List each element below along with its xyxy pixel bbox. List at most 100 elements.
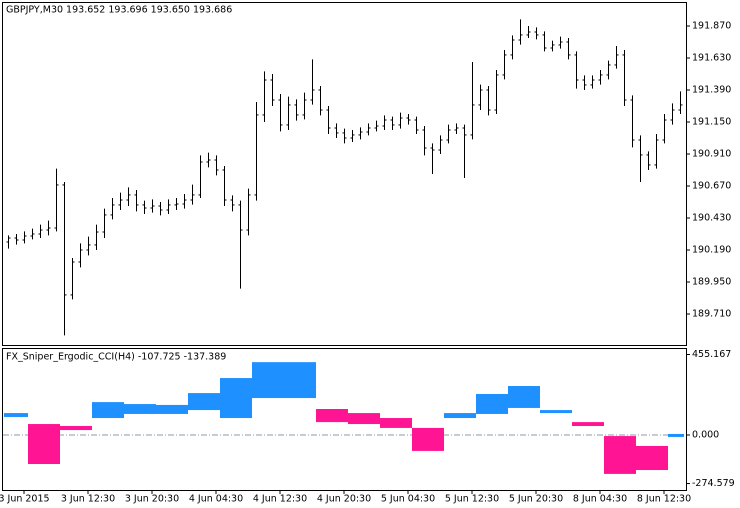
band-segment	[468, 413, 476, 419]
y-tick-label: 189.710	[692, 309, 731, 320]
band-segment	[580, 422, 588, 426]
band-segment	[212, 393, 220, 411]
band-segment	[116, 402, 124, 419]
x-tick-label: 8 Jun 04:30	[573, 494, 627, 505]
band-segment	[20, 413, 28, 417]
band-segment	[556, 410, 564, 414]
band-segment	[436, 427, 444, 451]
band-segment	[76, 425, 84, 431]
band-segment	[236, 378, 244, 419]
band-segment	[564, 410, 572, 414]
band-segment	[228, 378, 236, 419]
band-segment	[420, 427, 428, 451]
x-tick-label: 3 Jun 2015	[0, 494, 50, 505]
x-tick-label: 5 Jun 04:30	[381, 494, 435, 505]
band-segment	[652, 445, 660, 471]
y-tick-label: 191.630	[692, 53, 731, 64]
y-tick-label: 191.390	[692, 85, 731, 96]
band-segment	[588, 422, 596, 426]
band-segment	[60, 425, 68, 431]
x-tick-label: 3 Jun 12:30	[61, 494, 115, 505]
band-segment	[612, 436, 620, 474]
band-segment	[156, 404, 164, 414]
band-segment	[52, 424, 60, 465]
band-segment	[140, 404, 148, 414]
band-segment	[396, 418, 404, 428]
y-tick-label: 190.430	[692, 213, 731, 224]
band-segment	[244, 378, 252, 419]
x-tick-label: 5 Jun 12:30	[445, 494, 499, 505]
band-segment	[12, 413, 20, 417]
band-segment	[268, 362, 276, 399]
band-segment	[492, 393, 500, 414]
band-segment	[308, 362, 316, 399]
band-segment	[644, 445, 652, 471]
band-segment	[444, 413, 452, 419]
band-segment	[164, 404, 172, 414]
band-segment	[172, 404, 180, 414]
band-segment	[676, 433, 684, 437]
band-segment	[516, 386, 524, 408]
y-tick-label: 189.950	[692, 277, 731, 288]
y-tick-label: 190.910	[692, 149, 731, 160]
band-segment	[148, 404, 156, 414]
band-segment	[428, 427, 436, 451]
indicator-title: FX_Sniper_Ergodic_CCI(H4) -107.725 -137.…	[6, 352, 226, 363]
band-segment	[284, 362, 292, 399]
band-segment	[204, 393, 212, 411]
band-segment	[476, 393, 484, 414]
band-segment	[604, 436, 612, 474]
x-tick-label: 4 Jun 04:30	[189, 494, 243, 505]
band-segment	[660, 445, 668, 471]
band-segment	[180, 404, 188, 414]
price-panel	[2, 2, 687, 346]
y-tick-label: 0.000	[692, 430, 719, 441]
band-segment	[540, 410, 548, 414]
x-tick-label: 8 Jun 12:30	[637, 494, 691, 505]
band-segment	[460, 413, 468, 419]
x-tick-label: 4 Jun 20:30	[317, 494, 371, 505]
band-segment	[596, 422, 604, 426]
y-tick-label: 190.670	[692, 181, 731, 192]
band-segment	[196, 393, 204, 411]
band-segment	[404, 418, 412, 428]
y-tick-label: 191.870	[692, 21, 731, 32]
band-segment	[252, 362, 260, 399]
band-segment	[220, 378, 228, 419]
band-segment	[484, 393, 492, 414]
band-segment	[292, 362, 300, 399]
band-segment	[500, 393, 508, 414]
band-segment	[36, 424, 44, 465]
band-segment	[572, 422, 580, 426]
band-segment	[260, 362, 268, 399]
y-tick-label: 191.150	[692, 117, 731, 128]
band-segment	[412, 427, 420, 451]
band-segment	[108, 402, 116, 419]
band-segment	[84, 425, 92, 431]
chart-title: GBPJPY,M30 193.652 193.696 193.650 193.6…	[6, 5, 232, 16]
band-segment	[372, 413, 380, 425]
y-tick-label: -274.579	[692, 478, 735, 489]
band-segment	[4, 413, 12, 417]
band-segment	[668, 433, 676, 437]
band-segment	[124, 404, 132, 414]
band-segment	[132, 404, 140, 414]
x-tick-label: 4 Jun 12:30	[253, 494, 307, 505]
band-segment	[356, 413, 364, 425]
band-segment	[28, 424, 36, 465]
band-segment	[532, 386, 540, 408]
band-segment	[332, 409, 340, 423]
band-segment	[68, 425, 76, 431]
y-tick-label: 190.190	[692, 245, 731, 256]
band-segment	[628, 436, 636, 474]
band-segment	[548, 410, 556, 414]
band-segment	[380, 418, 388, 428]
band-segment	[324, 409, 332, 423]
band-segment	[636, 445, 644, 471]
band-segment	[188, 393, 196, 411]
band-segment	[452, 413, 460, 419]
band-segment	[508, 386, 516, 408]
x-tick-label: 5 Jun 20:30	[509, 494, 563, 505]
band-segment	[276, 362, 284, 399]
